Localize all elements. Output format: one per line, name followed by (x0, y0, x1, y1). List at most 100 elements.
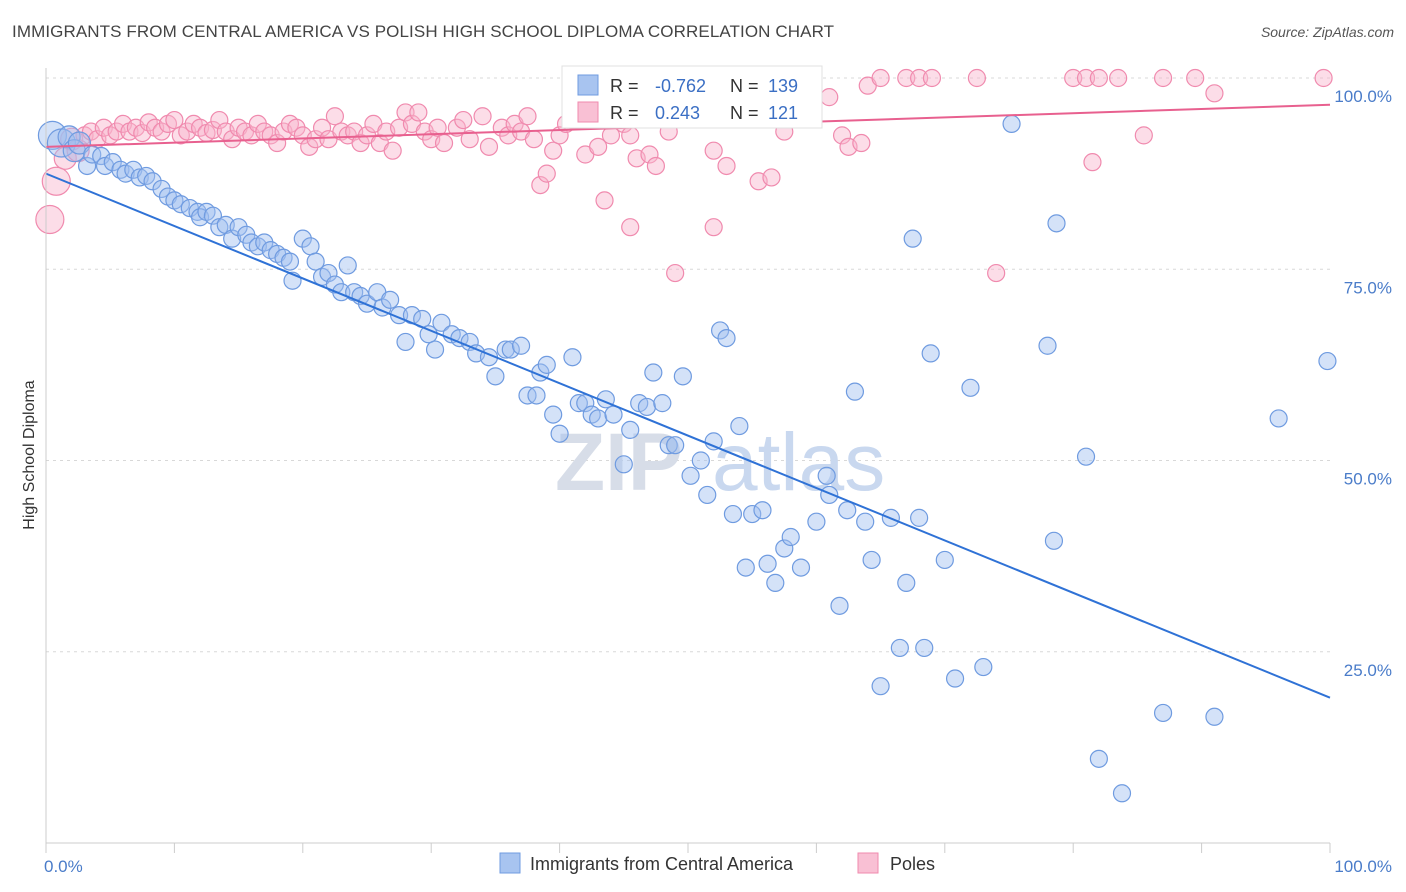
data-point (704, 432, 723, 451)
data-point (961, 378, 980, 397)
data-point (915, 638, 934, 658)
data-point (666, 436, 685, 455)
data-point (681, 466, 700, 485)
data-point (852, 133, 871, 153)
data-point (527, 386, 546, 405)
data-point (897, 573, 916, 593)
data-point (383, 141, 402, 160)
data-point (897, 68, 916, 88)
data-point (103, 153, 122, 172)
series-central-america (37, 114, 1337, 803)
data-point (306, 252, 325, 271)
data-point (501, 340, 520, 359)
data-point (766, 573, 785, 593)
data-point (396, 103, 415, 122)
data-point (325, 107, 344, 126)
data-point (838, 501, 857, 520)
data-point (945, 669, 965, 688)
data-point (223, 229, 242, 248)
data-point (820, 88, 839, 107)
data-point (1112, 784, 1132, 803)
data-point (77, 156, 97, 176)
chart-title: IMMIGRANTS FROM CENTRAL AMERICA VS POLIS… (12, 22, 835, 41)
series-legend: Immigrants from Central America Poles (499, 852, 935, 874)
data-point (1269, 409, 1288, 428)
data-point (1314, 68, 1333, 88)
data-point (717, 329, 736, 348)
data-point (1318, 351, 1337, 371)
data-point (171, 195, 190, 214)
data-point (409, 103, 428, 122)
data-point (637, 397, 657, 417)
y-tick-labels: 100.0% 75.0% 50.0% 25.0% (1334, 87, 1392, 680)
data-point (736, 558, 755, 577)
data-point (301, 237, 320, 256)
data-point (704, 141, 723, 160)
data-point (531, 176, 550, 195)
data-point (312, 118, 332, 137)
data-point (460, 130, 479, 149)
x-tick-min: 0.0% (44, 857, 83, 876)
data-point (832, 126, 852, 145)
data-point (1089, 749, 1108, 768)
data-point (563, 348, 582, 367)
watermark: ZIP atlas (555, 417, 885, 508)
data-point (1076, 68, 1096, 88)
data-point (910, 508, 929, 527)
data-point (486, 367, 505, 386)
data-point (781, 527, 800, 547)
stat-r-label-blue: R = (610, 76, 639, 96)
data-point (743, 504, 762, 524)
data-point (293, 229, 312, 248)
watermark-atlas: atlas (712, 417, 885, 508)
data-point (524, 130, 544, 149)
data-point (987, 263, 1006, 283)
data-point (396, 332, 415, 352)
data-point (698, 485, 717, 505)
data-point (817, 466, 836, 485)
data-point (967, 68, 987, 88)
data-point (518, 107, 537, 126)
stat-r-pink: 0.243 (655, 103, 700, 123)
data-point (511, 336, 531, 355)
data-point (644, 363, 663, 382)
data-point (544, 141, 563, 160)
y-tick-label: 50.0% (1344, 470, 1392, 489)
data-point (807, 512, 826, 531)
data-point (903, 229, 922, 248)
data-point (1047, 214, 1066, 233)
data-point (1002, 114, 1021, 134)
data-point (1044, 531, 1064, 550)
data-point (280, 252, 300, 271)
data-point (614, 455, 633, 474)
data-point (921, 344, 940, 363)
legend-bottom-pink-swatch (857, 852, 879, 874)
data-point (589, 409, 608, 428)
legend-blue-swatch (577, 74, 599, 96)
data-point (717, 156, 736, 176)
data-point (910, 68, 929, 88)
data-point (550, 424, 569, 443)
data-point (1205, 707, 1224, 726)
data-point (425, 340, 445, 359)
data-point (1186, 68, 1205, 88)
stat-n-label-blue: N = (730, 76, 759, 96)
data-point (830, 596, 849, 615)
data-point (890, 638, 909, 658)
grid (46, 77, 1330, 653)
data-point (434, 133, 454, 153)
data-point (479, 137, 499, 156)
data-point (762, 168, 781, 187)
legend-bottom-pink-label: Poles (890, 854, 935, 874)
data-point (589, 137, 608, 156)
data-point (319, 263, 338, 283)
data-point (338, 256, 357, 275)
data-point (1064, 68, 1083, 88)
data-point (229, 218, 248, 237)
data-point (595, 191, 614, 210)
y-tick-label: 25.0% (1344, 661, 1392, 680)
data-point (569, 394, 588, 413)
data-point (67, 131, 91, 155)
data-point (871, 68, 890, 88)
data-point (922, 68, 942, 88)
